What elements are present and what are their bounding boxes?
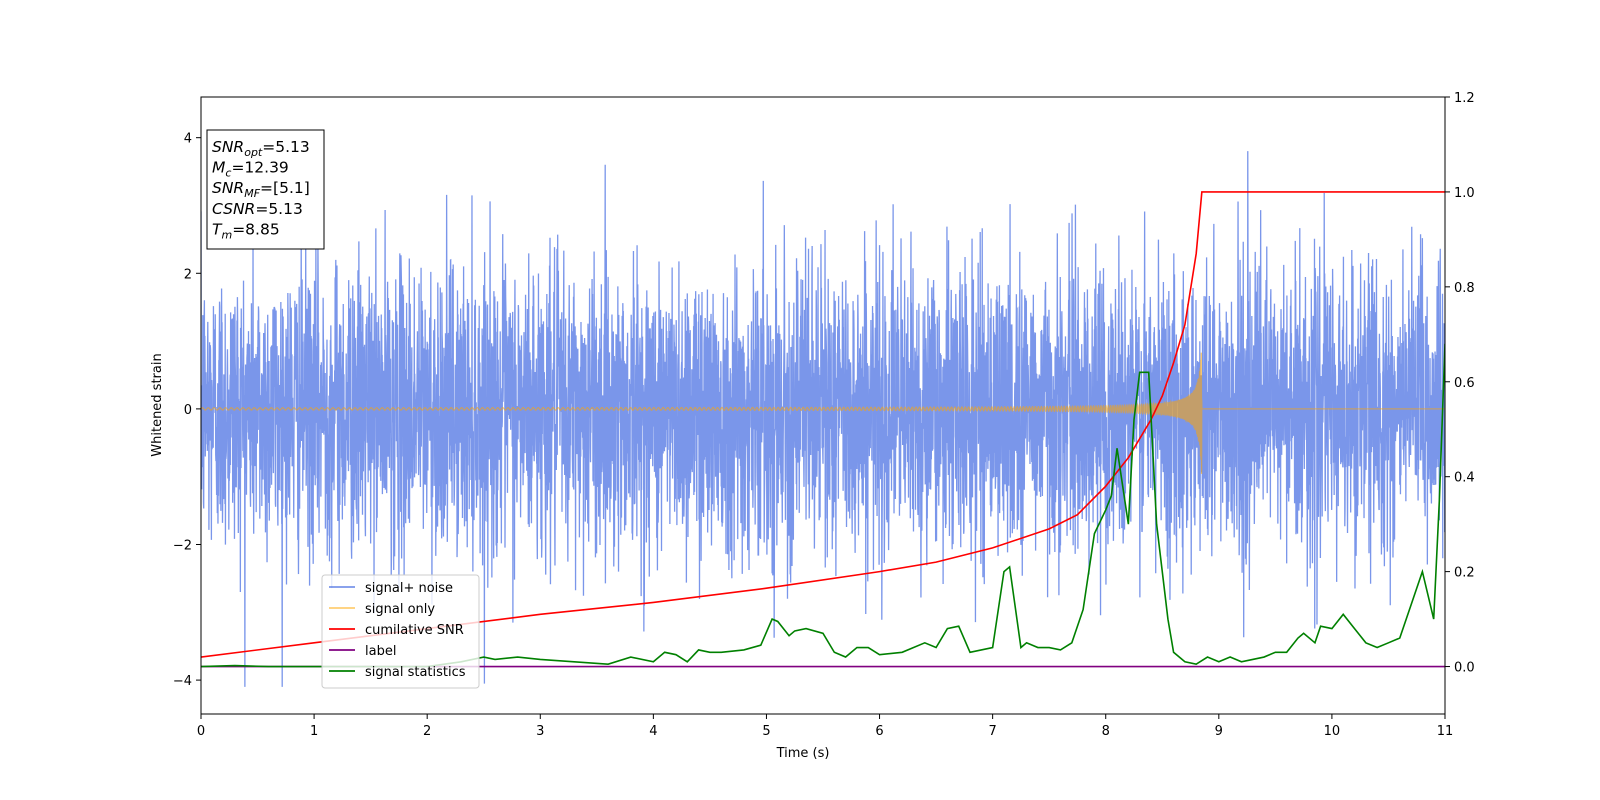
- info-box-line: SNRopt=5.13: [212, 138, 310, 159]
- info-box-line: Mc=12.39: [212, 159, 289, 180]
- y-left-tick-label: −2: [173, 538, 192, 553]
- y-axis-label: Whitened strain: [150, 353, 165, 456]
- series-signal-noise-line: [201, 151, 1445, 687]
- x-tick-label: 4: [649, 724, 657, 739]
- y-right-tick-label: 0.8: [1454, 281, 1475, 296]
- legend-label: signal statistics: [365, 665, 466, 680]
- legend-frame: [321, 574, 480, 689]
- y-right-tick-label: 0.2: [1454, 566, 1475, 581]
- x-tick-label: 0: [197, 724, 205, 739]
- series-signal-only-line: [201, 352, 1445, 474]
- x-tick-label: 11: [1437, 724, 1454, 739]
- x-tick-label: 8: [1102, 724, 1110, 739]
- legend-label: signal only: [365, 602, 435, 617]
- x-tick-label: 7: [988, 724, 996, 739]
- legend-label: signal+ noise: [365, 581, 453, 596]
- info-box-line: SNRMF=[5.1]: [212, 179, 310, 200]
- x-tick-label: 1: [310, 724, 318, 739]
- y-left-tick-label: 4: [184, 132, 192, 147]
- info-box-frame: [206, 129, 325, 250]
- y-right-tick-label: 0.4: [1454, 471, 1475, 486]
- y-left-tick-label: 0: [184, 403, 192, 418]
- series-signal-statistics-line: [201, 343, 1445, 668]
- y-right-tick-label: 1.0: [1454, 186, 1475, 201]
- legend-label: label: [365, 644, 396, 659]
- y-right-tick-label: 0.0: [1454, 661, 1475, 676]
- y-left-tick-label: −4: [173, 674, 192, 689]
- x-tick-label: 3: [536, 724, 544, 739]
- x-tick-label: 10: [1324, 724, 1341, 739]
- info-box-line: CSNR=5.13: [212, 200, 303, 218]
- x-tick-label: 6: [875, 724, 883, 739]
- y-right-tick-label: 0.6: [1454, 376, 1475, 391]
- info-box-line: Tm=8.85: [212, 220, 280, 241]
- x-tick-label: 5: [762, 724, 770, 739]
- y-right-tick-label: 1.2: [1454, 91, 1475, 106]
- plot-frame: [200, 96, 1446, 715]
- x-axis-label: Time (s): [776, 746, 830, 761]
- y-left-tick-label: 2: [184, 267, 192, 282]
- legend-label: cumilative SNR: [365, 623, 464, 638]
- x-tick-label: 2: [423, 724, 431, 739]
- legend: signal+ noise signal only cumilative SNR la…: [321, 574, 480, 689]
- series-cumilative-snr-line: [201, 191, 1445, 658]
- axes: 0 1 2 3 4 5 6 7 8 9 10 11 −4 −2 0 2 4 0.0 0.2 0.4 0.6 0.8 1.0 1…: [173, 91, 1475, 739]
- x-tick-label: 9: [1215, 724, 1223, 739]
